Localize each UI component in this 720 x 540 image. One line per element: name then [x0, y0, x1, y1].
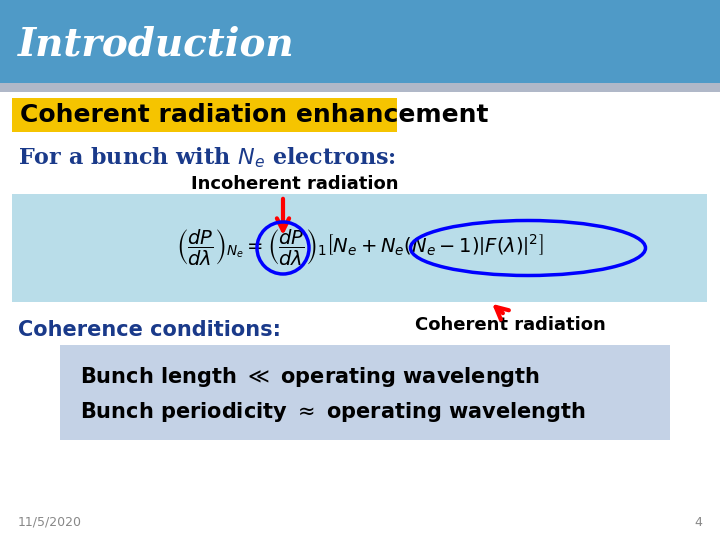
Text: Coherent radiation: Coherent radiation — [415, 316, 606, 334]
Text: Incoherent radiation: Incoherent radiation — [192, 175, 399, 193]
Text: Bunch periodicity $\approx$ operating wavelength: Bunch periodicity $\approx$ operating wa… — [80, 400, 586, 424]
Text: For a bunch with $N_e$ electrons:: For a bunch with $N_e$ electrons: — [18, 146, 396, 170]
Text: Coherence conditions:: Coherence conditions: — [18, 320, 281, 340]
Bar — [60, 345, 670, 440]
Bar — [12, 98, 397, 132]
Text: Coherent radiation enhancement: Coherent radiation enhancement — [20, 103, 488, 127]
Text: Bunch length $\ll$ operating wavelength: Bunch length $\ll$ operating wavelength — [80, 365, 540, 389]
Bar — [12, 194, 707, 302]
Text: 11/5/2020: 11/5/2020 — [18, 516, 82, 529]
Text: $\left(\dfrac{dP}{d\lambda}\right)_{N_e}= \left(\dfrac{dP}{d\lambda}\right)_1\le: $\left(\dfrac{dP}{d\lambda}\right)_{N_e}… — [176, 228, 544, 268]
Bar — [0, 0, 720, 85]
Bar — [0, 83, 720, 92]
Text: 4: 4 — [694, 516, 702, 529]
Text: Introduction: Introduction — [18, 26, 294, 64]
